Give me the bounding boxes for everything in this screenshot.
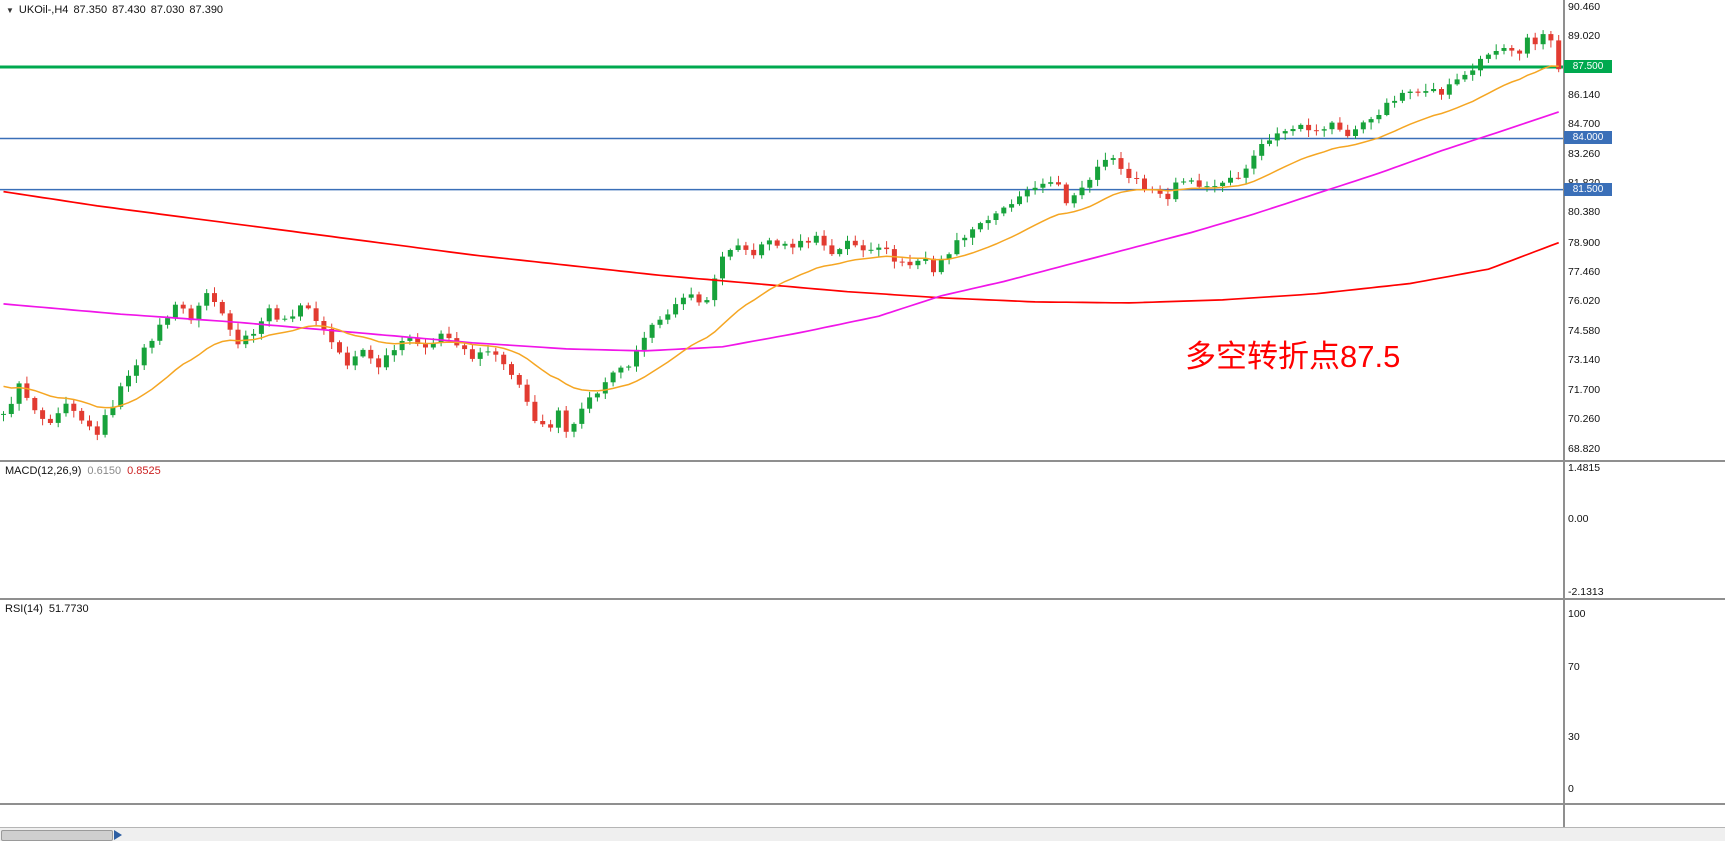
candlestick-plot[interactable] bbox=[0, 0, 1563, 460]
ohlc-open: 87.350 bbox=[73, 4, 108, 16]
ohlc-high: 87.430 bbox=[112, 4, 146, 16]
macd-indicator-label: MACD(12,26,9) bbox=[5, 465, 82, 477]
panel-separator bbox=[0, 803, 1725, 805]
macd-axis-label: 1.4815 bbox=[1568, 462, 1601, 474]
price-axis-label: 68.820 bbox=[1568, 442, 1601, 455]
rsi-axis-label: 70 bbox=[1568, 660, 1580, 673]
price-axis-label: 77.460 bbox=[1568, 266, 1601, 279]
scrollbar-handle[interactable] bbox=[1, 830, 113, 841]
horizontal-scrollbar[interactable] bbox=[0, 827, 1725, 841]
price-axis-label: 71.700 bbox=[1568, 383, 1601, 396]
rsi-axis-label: 30 bbox=[1568, 730, 1580, 743]
price-axis-label: 86.140 bbox=[1568, 88, 1601, 101]
macd-main-value: 0.6150 bbox=[87, 465, 122, 477]
price-axis-label: 80.380 bbox=[1568, 206, 1601, 219]
macd-axis-label: -2.1313 bbox=[1568, 586, 1604, 598]
price-axis-label: 73.140 bbox=[1568, 354, 1601, 367]
price-axis-label: 83.260 bbox=[1568, 147, 1601, 160]
rsi-axis-label: 100 bbox=[1568, 608, 1586, 620]
time-axis: 2 Dec 20216 Dec 00:007 Dec 09:008 Dec 17… bbox=[0, 805, 1725, 827]
price-line-badge-87.500[interactable]: 87.500 bbox=[1564, 59, 1612, 73]
symbol-period-label: UKOil-,H4 bbox=[18, 4, 69, 16]
chart-annotation-text: 多空转折点87.5 bbox=[1185, 339, 1401, 374]
rsi-axis-label: 0 bbox=[1568, 783, 1574, 795]
price-axis-label: 84.700 bbox=[1568, 118, 1601, 131]
chart-dropdown-icon[interactable]: ▼ bbox=[6, 5, 14, 15]
rsi-title: RSI(14) 51.7730 bbox=[5, 603, 89, 615]
rsi-value: 51.7730 bbox=[48, 603, 89, 615]
price-axis-label: 74.580 bbox=[1568, 324, 1601, 337]
price-line-badge-84.000[interactable]: 84.000 bbox=[1564, 131, 1612, 145]
panel-separator[interactable] bbox=[0, 598, 1725, 600]
panel-separator[interactable] bbox=[0, 460, 1725, 462]
rsi-indicator-label: RSI(14) bbox=[5, 603, 43, 615]
macd-title: MACD(12,26,9) 0.6150 0.8525 bbox=[5, 465, 161, 477]
price-line-badge-81.500[interactable]: 81.500 bbox=[1564, 182, 1612, 196]
price-axis-label: 89.020 bbox=[1568, 29, 1601, 42]
price-axis-label: 78.900 bbox=[1568, 236, 1601, 249]
macd-axis-label: 0.00 bbox=[1568, 512, 1589, 525]
price-axis-label: 76.020 bbox=[1568, 295, 1601, 308]
ohlc-close: 87.390 bbox=[189, 4, 224, 16]
price-axis-separator bbox=[1563, 0, 1565, 827]
ohlc-low: 87.030 bbox=[150, 4, 185, 16]
chart-title: ▼ UKOil-,H4 87.350 87.430 87.030 87.390 bbox=[6, 4, 223, 16]
macd-signal-value: 0.8525 bbox=[127, 465, 161, 477]
price-axis-label: 90.460 bbox=[1568, 0, 1601, 13]
scroll-position-marker-icon bbox=[114, 830, 122, 840]
price-axis-label: 70.260 bbox=[1568, 413, 1601, 426]
